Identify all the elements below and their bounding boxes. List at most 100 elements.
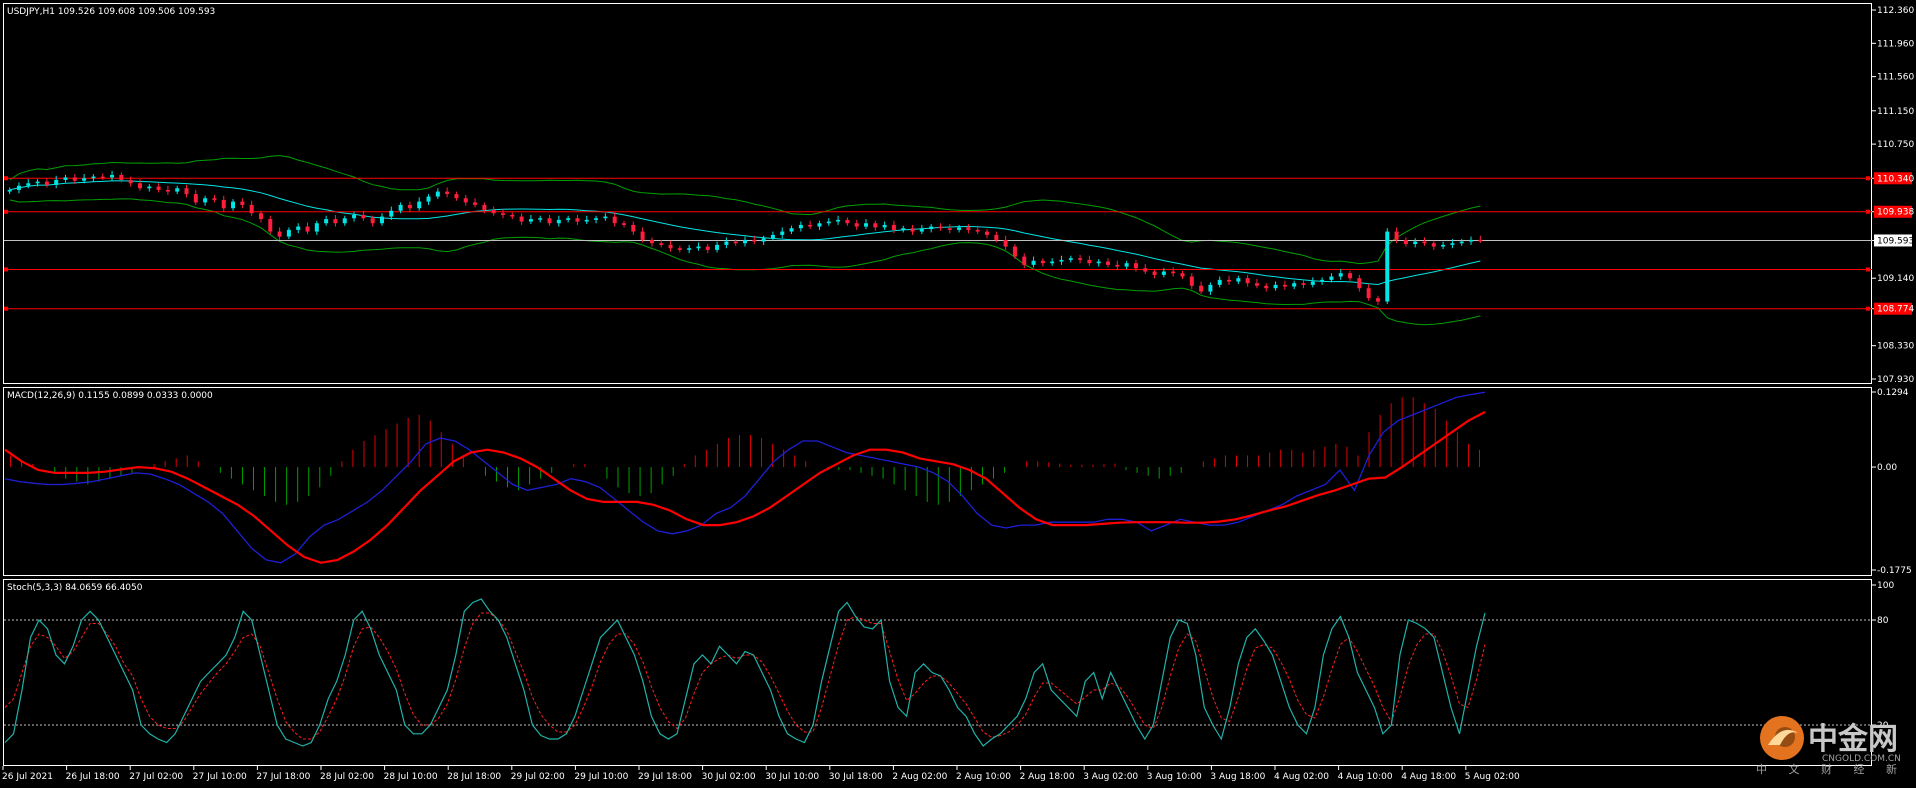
candle-body-51	[482, 204, 487, 210]
candle-body-101	[947, 228, 952, 230]
candle-body-155	[1450, 243, 1455, 245]
ma-line	[9, 180, 1481, 286]
candle-body-70	[659, 243, 664, 245]
candle-body-137	[1282, 284, 1287, 287]
candle-body-111	[1040, 260, 1045, 264]
candle-body-49	[463, 198, 468, 203]
candle-body-43	[407, 204, 412, 209]
upper-band	[9, 155, 1481, 265]
candle-body-13	[128, 179, 133, 184]
stoch-level-lines	[4, 619, 1872, 726]
candle-body-75	[705, 246, 710, 250]
current-price-tag	[1874, 234, 1912, 247]
candle-body-0	[7, 189, 12, 192]
candle-body-5	[54, 179, 59, 185]
candle-body-71	[668, 244, 673, 249]
candle-body-102	[957, 227, 962, 230]
candle-body-56	[528, 219, 533, 222]
price-tick-label-2: 111.560	[1877, 73, 1914, 83]
candle-body-35	[333, 219, 338, 224]
candle-body-114	[1068, 258, 1073, 260]
candle-body-105	[985, 231, 990, 235]
level-right-marker-2	[1866, 267, 1870, 272]
candle-body-61	[575, 218, 580, 222]
candlesticks	[7, 170, 1483, 305]
candle-body-104	[975, 229, 980, 232]
time-tick-label-9: 29 Jul 10:00	[574, 772, 628, 782]
stoch-axis: 100 80 20	[1872, 581, 1894, 731]
price-tick-label-6: 109.938	[1877, 208, 1914, 218]
candle-body-21	[203, 198, 208, 203]
stoch-tick-label-2: 20	[1877, 721, 1889, 731]
candle-body-25	[240, 201, 245, 205]
candle-body-69	[649, 239, 654, 244]
candle-body-154	[1441, 244, 1446, 247]
candle-body-11	[110, 174, 115, 178]
candle-body-126	[1180, 273, 1185, 277]
level-right-marker-1	[1866, 209, 1870, 214]
macd-pane-title: MACD(12,26,9) 0.1155 0.0899 0.0333 0.000…	[7, 391, 213, 401]
time-tick-label-22: 4 Aug 18:00	[1401, 772, 1456, 782]
candle-body-148	[1385, 231, 1390, 302]
candle-body-147	[1375, 298, 1380, 302]
candle-body-8	[82, 178, 87, 181]
stoch-pane[interactable]: Stoch(5,3,3) 84.0659 66.4050 100 80 20	[3, 579, 1895, 766]
price-tick-label-3: 111.150	[1877, 107, 1914, 117]
candle-body-82	[770, 234, 775, 239]
candle-body-36	[342, 218, 347, 224]
time-tick-label-23: 5 Aug 02:00	[1465, 772, 1520, 782]
stoch-signal-line	[4, 612, 1486, 740]
candle-body-119	[1115, 264, 1120, 267]
candle-body-77	[724, 241, 729, 245]
candle-body-80	[752, 239, 757, 242]
price-pane[interactable]: USDJPY,H1 109.526 109.608 109.506 109.59…	[3, 3, 1915, 386]
candle-body-95	[891, 224, 896, 230]
candle-body-38	[361, 214, 366, 219]
candle-body-72	[677, 248, 682, 250]
candle-body-124	[1161, 271, 1166, 275]
time-tick-label-15: 2 Aug 10:00	[956, 772, 1011, 782]
candle-body-115	[1078, 258, 1083, 260]
time-tick-label-21: 4 Aug 10:00	[1338, 772, 1393, 782]
candle-body-31	[296, 226, 301, 230]
stoch-lines	[4, 598, 1486, 747]
level-left-marker-2	[4, 267, 8, 272]
candle-body-110	[1031, 260, 1036, 265]
candle-body-67	[631, 224, 636, 232]
candle-body-144	[1348, 273, 1353, 279]
candle-body-131	[1227, 279, 1232, 282]
macd-tick-label-1: 0.00	[1877, 463, 1897, 473]
macd-pane[interactable]: MACD(12,26,9) 0.1155 0.0899 0.0333 0.000…	[3, 387, 1912, 577]
candle-body-156	[1459, 241, 1464, 244]
candle-body-76	[715, 244, 720, 250]
candle-body-109	[1022, 256, 1027, 265]
candle-body-23	[221, 199, 226, 209]
candle-body-3	[35, 181, 40, 184]
candle-body-68	[640, 231, 645, 240]
price-tick-label-9: 108.774	[1877, 305, 1914, 315]
horizontal-levels[interactable]	[4, 176, 1872, 311]
time-tick-label-0: 26 Jul 2021	[2, 772, 53, 782]
candle-body-32	[305, 226, 310, 232]
candle-body-22	[212, 198, 217, 200]
candle-body-12	[119, 174, 124, 180]
candle-body-86	[808, 224, 813, 227]
time-tick-label-3: 27 Jul 10:00	[193, 772, 247, 782]
candle-body-145	[1357, 278, 1362, 289]
time-tick-label-16: 2 Aug 18:00	[1020, 772, 1075, 782]
candle-body-136	[1273, 284, 1278, 289]
macd-histogram	[10, 397, 1480, 505]
candle-body-112	[1050, 261, 1055, 264]
candle-body-140	[1310, 281, 1315, 285]
macd-axis: 0.1294 0.00 -0.1775	[1872, 388, 1912, 576]
candle-body-118	[1106, 261, 1111, 265]
candle-body-91	[854, 223, 859, 227]
macd-tick-label-0: 0.1294	[1877, 388, 1909, 398]
candle-body-19	[184, 188, 189, 195]
candle-body-41	[389, 210, 394, 217]
lower-band	[9, 198, 1481, 326]
price-axis: 112.360 111.960 111.560 111.150 110.750 110.3…	[1872, 6, 1914, 385]
candle-body-45	[426, 196, 431, 202]
candle-body-90	[845, 219, 850, 224]
